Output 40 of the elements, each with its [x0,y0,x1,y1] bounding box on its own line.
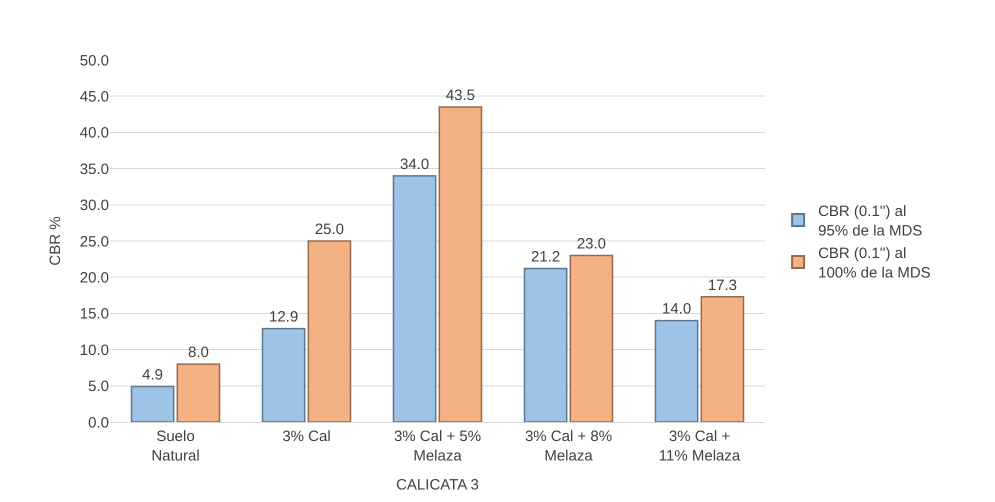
bar [262,328,306,422]
legend-label: CBR (0.1'') al 95% de la MDS [818,203,922,240]
x-tick-label: Suelo Natural [151,428,200,464]
data-label: 21.2 [530,248,560,266]
data-label: 23.0 [576,235,606,252]
data-label: 8.0 [188,344,209,362]
x-tick-label: 3% Cal + 11% Melaza [658,428,741,464]
bar [654,320,698,422]
y-tick-label: 35.0 [80,160,109,178]
data-label: 43.5 [446,87,476,104]
data-label: 25.0 [314,221,344,238]
y-tick-label: 50.0 [80,52,109,70]
y-tick-label: 20.0 [80,269,109,286]
data-label: 12.9 [268,308,298,326]
bar [700,296,744,422]
y-tick-label: 25.0 [80,233,109,250]
data-label: 14.0 [662,300,692,318]
x-tick-label: 3% Cal + 8% Melaza [524,428,612,464]
y-tick-label: 5.0 [88,378,109,396]
legend-label: CBR (0.1'') al 100% de la MDS [818,245,931,282]
data-label: 4.9 [142,366,164,384]
bar [438,106,482,422]
y-tick-label: 45.0 [80,88,109,106]
bar [176,363,220,422]
x-tick-label: 3% Cal + 5% Melaza [394,428,482,464]
y-tick-label: 10.0 [80,342,109,359]
bar [308,240,352,422]
data-label: 17.3 [708,276,738,294]
y-tick-label: 30.0 [80,197,109,214]
bar [524,268,568,422]
y-tick-label: 15.0 [80,306,109,323]
bar [570,254,614,422]
y-axis-title: CBR % [47,216,64,266]
y-tick-label: 40.0 [80,124,109,142]
x-axis-title: CALICATA 3 [396,476,479,494]
y-tick-label: 0.0 [88,414,109,432]
bar [130,386,174,422]
data-label: 34.0 [400,156,430,173]
bar [392,175,436,422]
x-tick-label: 3% Cal [282,428,331,445]
